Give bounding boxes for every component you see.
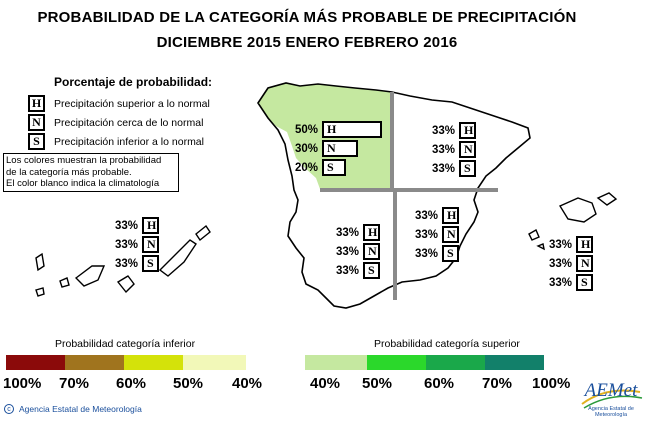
pct-h: 33%: [431, 124, 455, 137]
island-fuerteventura: [158, 239, 197, 277]
footer-text: Agencia Estatal de Meteorología: [19, 404, 142, 414]
tick-inferior: 70%: [59, 375, 90, 392]
pct-h: 33%: [548, 238, 572, 251]
tick-superior: 100%: [532, 375, 571, 392]
box-n: N: [142, 236, 159, 253]
box-h: H: [442, 207, 459, 224]
box-s: S: [142, 255, 159, 272]
note-box: Los colores muestran la probabilidad de …: [3, 153, 179, 192]
pct-s: 33%: [431, 162, 455, 175]
box-s: S: [322, 159, 346, 176]
pct-h: 33%: [335, 226, 359, 239]
box-n: N: [576, 255, 593, 272]
pct-s: 33%: [335, 264, 359, 277]
pct-n: 33%: [548, 257, 572, 270]
legend-item-n: N Precipitación cerca de lo normal: [28, 114, 203, 131]
pct-s: 33%: [414, 247, 438, 260]
legend-item-h: H Precipitación superior a lo normal: [28, 95, 210, 112]
box-n: N: [459, 141, 476, 158]
island-lanzarote: [195, 224, 211, 242]
colorbar-superior-cell: [426, 355, 485, 370]
tick-superior: 60%: [424, 375, 455, 392]
colorbar-inferior-cell: [6, 355, 65, 370]
title-line-2: DICIEMBRE 2015 ENERO FEBRERO 2016: [156, 34, 458, 51]
box-s: S: [442, 245, 459, 262]
aemet-logo: AEMet Agencia Estatal de Meteorología: [576, 378, 646, 418]
legend-text-s: Precipitación inferior a lo normal: [54, 135, 204, 148]
pct-h: 33%: [114, 219, 138, 232]
legend-item-s: S Precipitación inferior a lo normal: [28, 133, 204, 150]
colorbar-inferior-cell: [65, 355, 124, 370]
tick-inferior: 100%: [3, 375, 42, 392]
pct-n: 30%: [294, 142, 318, 155]
logo-text: AEMet: [584, 380, 638, 401]
colorbar-superior-label: Probabilidad categoría superior: [374, 338, 520, 350]
pct-h: 33%: [414, 209, 438, 222]
legend-box-h: H: [28, 95, 45, 112]
box-n: N: [322, 140, 358, 157]
island-gran-canaria: [116, 275, 135, 294]
note-line-3: El color blanco indica la climatología: [6, 178, 160, 189]
pct-n: 33%: [431, 143, 455, 156]
colorbar-superior-cell: [367, 355, 426, 370]
box-h: H: [459, 122, 476, 139]
colorbar-inferior-label: Probabilidad categoría inferior: [55, 338, 196, 350]
title-line-1: PROBABILIDAD DE LA CATEGORÍA MÁS PROBABL…: [37, 9, 577, 26]
island-la-palma: [35, 252, 45, 272]
box-h: H: [142, 217, 159, 234]
note-line-2: de la categoría más probable.: [6, 166, 132, 178]
box-n: N: [442, 226, 459, 243]
island-la-gomera: [59, 277, 70, 288]
tick-superior: 40%: [310, 375, 341, 392]
legend-heading: Porcentaje de probabilidad:: [54, 75, 213, 89]
legend-box-s: S: [28, 133, 45, 150]
box-s: S: [459, 160, 476, 177]
note-line-1: Los colores muestran la probabilidad: [6, 155, 162, 166]
tick-inferior: 50%: [173, 375, 204, 392]
box-h: H: [576, 236, 593, 253]
box-n: N: [363, 243, 380, 260]
box-h: H: [322, 121, 382, 138]
island-el-hierro: [35, 287, 45, 297]
colorbar-superior-cell: [485, 355, 544, 370]
legend-text-h: Precipitación superior a lo normal: [54, 97, 210, 110]
box-s: S: [576, 274, 593, 291]
box-s: S: [363, 262, 380, 279]
tick-superior: 70%: [482, 375, 513, 392]
pct-n: 33%: [114, 238, 138, 251]
island-tenerife: [74, 265, 106, 287]
pct-s: 33%: [114, 257, 138, 270]
footer: c Agencia Estatal de Meteorología: [4, 404, 142, 414]
tick-inferior: 60%: [116, 375, 147, 392]
copyright-icon: c: [4, 404, 14, 414]
island-ibiza: [528, 229, 540, 241]
island-menorca: [596, 192, 618, 206]
colorbar-superior-cell: [305, 355, 367, 370]
tick-superior: 50%: [362, 375, 393, 392]
logo-swoosh-icon: [581, 389, 643, 409]
pct-s: 33%: [548, 276, 572, 289]
island-formentera: [536, 243, 545, 251]
colorbar-inferior-cell: [183, 355, 246, 370]
island-mallorca: [558, 197, 597, 223]
colorbar-inferior-cell: [124, 355, 183, 370]
tick-inferior: 40%: [232, 375, 263, 392]
pct-n: 33%: [335, 245, 359, 258]
pct-n: 33%: [414, 228, 438, 241]
logo-subtext: Agencia Estatal de Meteorología: [588, 406, 634, 418]
pct-s: 20%: [294, 161, 318, 174]
box-h: H: [363, 224, 380, 241]
legend-text-n: Precipitación cerca de lo normal: [54, 116, 204, 129]
peninsula-outline: [257, 82, 531, 309]
legend-box-n: N: [28, 114, 45, 131]
pct-h: 50%: [294, 123, 318, 136]
colorbar-inferior: [6, 355, 246, 370]
colorbar-superior: [305, 355, 544, 370]
